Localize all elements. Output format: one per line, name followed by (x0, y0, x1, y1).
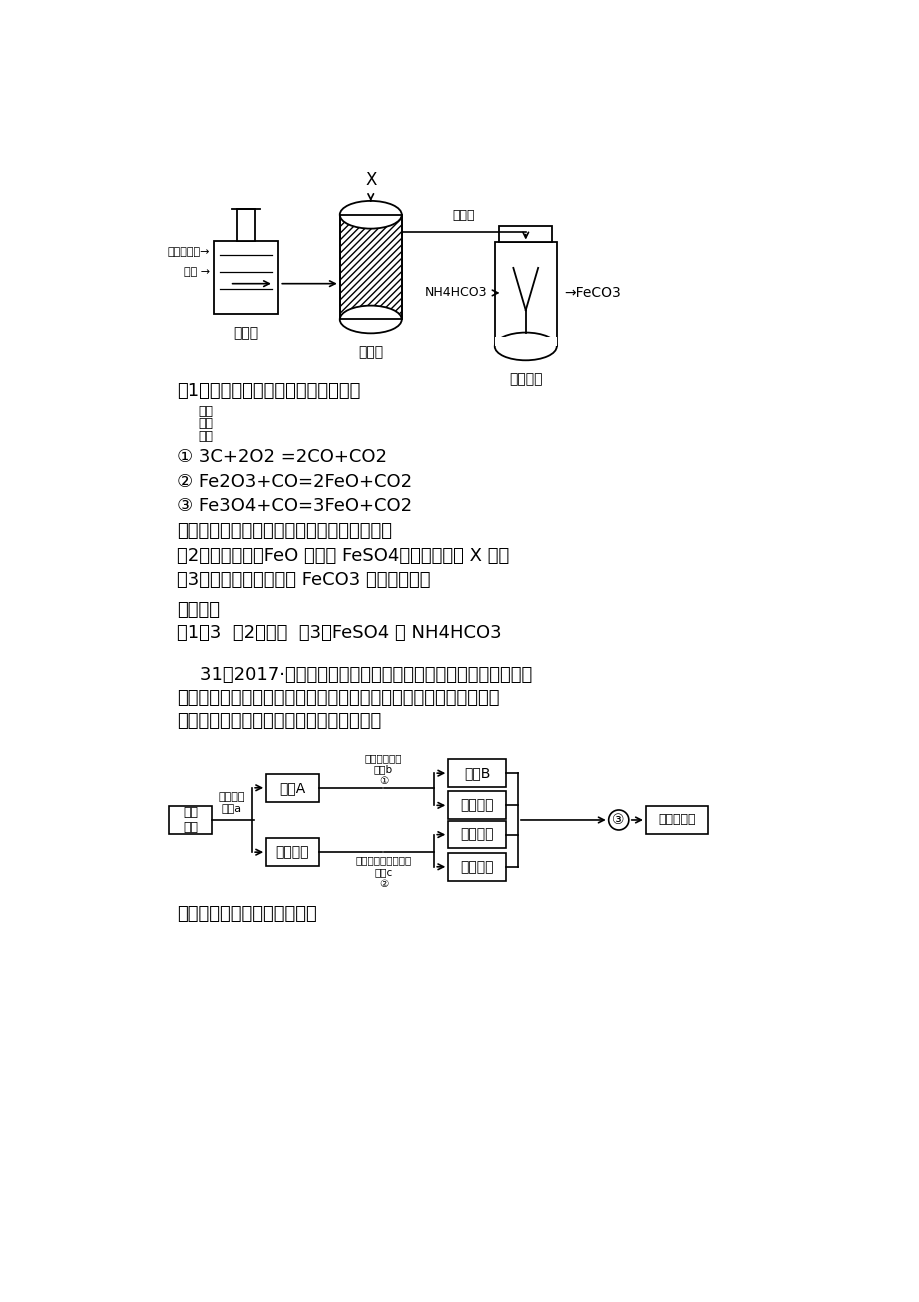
Bar (494, 337, 556, 346)
Text: 31（2017·兰州中考）有一包固体粉末，可能含有铜、氧化铁、: 31（2017·兰州中考）有一包固体粉末，可能含有铜、氧化铁、 (176, 667, 532, 684)
Text: 黄色溶液: 黄色溶液 (460, 798, 494, 812)
Bar (448, 820, 505, 849)
Bar (499, 225, 551, 242)
Text: 固体B: 固体B (463, 766, 490, 780)
Text: 酸浸液: 酸浸液 (452, 210, 474, 223)
Text: ③ Fe3O4+CO=3FeO+CO2: ③ Fe3O4+CO=3FeO+CO2 (176, 497, 412, 516)
Text: 主反应器: 主反应器 (508, 372, 542, 387)
Text: 根据实验过程中的现象判断：: 根据实验过程中的现象判断： (176, 905, 316, 923)
Text: 高温: 高温 (199, 405, 213, 418)
Text: 上述反应中的各物质，碳元素呈现种化合价。: 上述反应中的各物质，碳元素呈现种化合价。 (176, 522, 391, 540)
Bar (339, 215, 402, 319)
Text: NH4HCO3: NH4HCO3 (424, 286, 486, 299)
Bar (237, 208, 255, 241)
Text: 足量的水
操作a: 足量的水 操作a (219, 792, 245, 814)
Text: 硫铁矿烧渣→: 硫铁矿烧渣→ (167, 247, 210, 258)
Text: 焙烧炉: 焙烧炉 (233, 327, 258, 340)
Text: 无色溶液: 无色溶液 (460, 828, 494, 841)
Text: （3）主反应器中，生成 FeCO3 的反应物为。: （3）主反应器中，生成 FeCO3 的反应物为。 (176, 572, 430, 590)
Bar (266, 838, 319, 866)
Bar (448, 792, 505, 819)
Text: 固体
粉末: 固体 粉末 (183, 806, 198, 835)
Bar (266, 773, 319, 802)
Text: （1）焙烧炉中，发生的主要反应为：: （1）焙烧炉中，发生的主要反应为： (176, 381, 360, 400)
Text: X: X (365, 171, 376, 189)
Text: 白色沉淀: 白色沉淀 (460, 859, 494, 874)
Bar (494, 242, 556, 346)
Text: ③: ③ (612, 812, 624, 827)
Text: 高温: 高温 (199, 430, 213, 443)
Bar (448, 853, 505, 880)
Text: （2）酸浸槽中，FeO 转化为 FeSO4，加入的物质 X 是。: （2）酸浸槽中，FeO 转化为 FeSO4，加入的物质 X 是。 (176, 547, 509, 565)
Text: 无色溶液: 无色溶液 (276, 845, 309, 859)
Text: ① 3C+2O2 =2CO+CO2: ① 3C+2O2 =2CO+CO2 (176, 448, 387, 466)
Polygon shape (214, 241, 278, 314)
Text: 高温: 高温 (199, 417, 213, 430)
Text: 红褐色沉淀: 红褐色沉淀 (657, 814, 695, 827)
Text: 适量的稀盐酸
操作b
①: 适量的稀盐酸 操作b ① (365, 753, 402, 786)
Bar (645, 806, 707, 833)
Bar (448, 759, 505, 786)
Text: 氯化钠、硫酸钠、硫酸铜中的一种或几种，为确定其成分进行如下实: 氯化钠、硫酸钠、硫酸铜中的一种或几种，为确定其成分进行如下实 (176, 689, 499, 707)
Text: →FeCO3: →FeCO3 (564, 286, 620, 299)
Text: ② Fe2O3+CO=2FeO+CO2: ② Fe2O3+CO=2FeO+CO2 (176, 473, 412, 491)
Bar (169, 806, 211, 833)
Bar (339, 215, 402, 319)
Ellipse shape (339, 306, 402, 333)
Ellipse shape (339, 201, 402, 229)
Ellipse shape (494, 332, 556, 361)
Text: 酸浸槽: 酸浸槽 (357, 345, 383, 359)
Text: （1）3  （2）硫酸  （3）FeSO4 和 NH4HCO3: （1）3 （2）硫酸 （3）FeSO4 和 NH4HCO3 (176, 624, 501, 642)
Text: 验，现象如图所示（部分生成物未标出）：: 验，现象如图所示（部分生成物未标出）： (176, 712, 380, 730)
Text: 【答案】: 【答案】 (176, 600, 220, 618)
Text: 煤粉 →: 煤粉 → (184, 267, 210, 277)
Text: 适量的氢氧化钡溶液
操作c
②: 适量的氢氧化钡溶液 操作c ② (355, 855, 411, 889)
Text: 固体A: 固体A (279, 781, 305, 794)
